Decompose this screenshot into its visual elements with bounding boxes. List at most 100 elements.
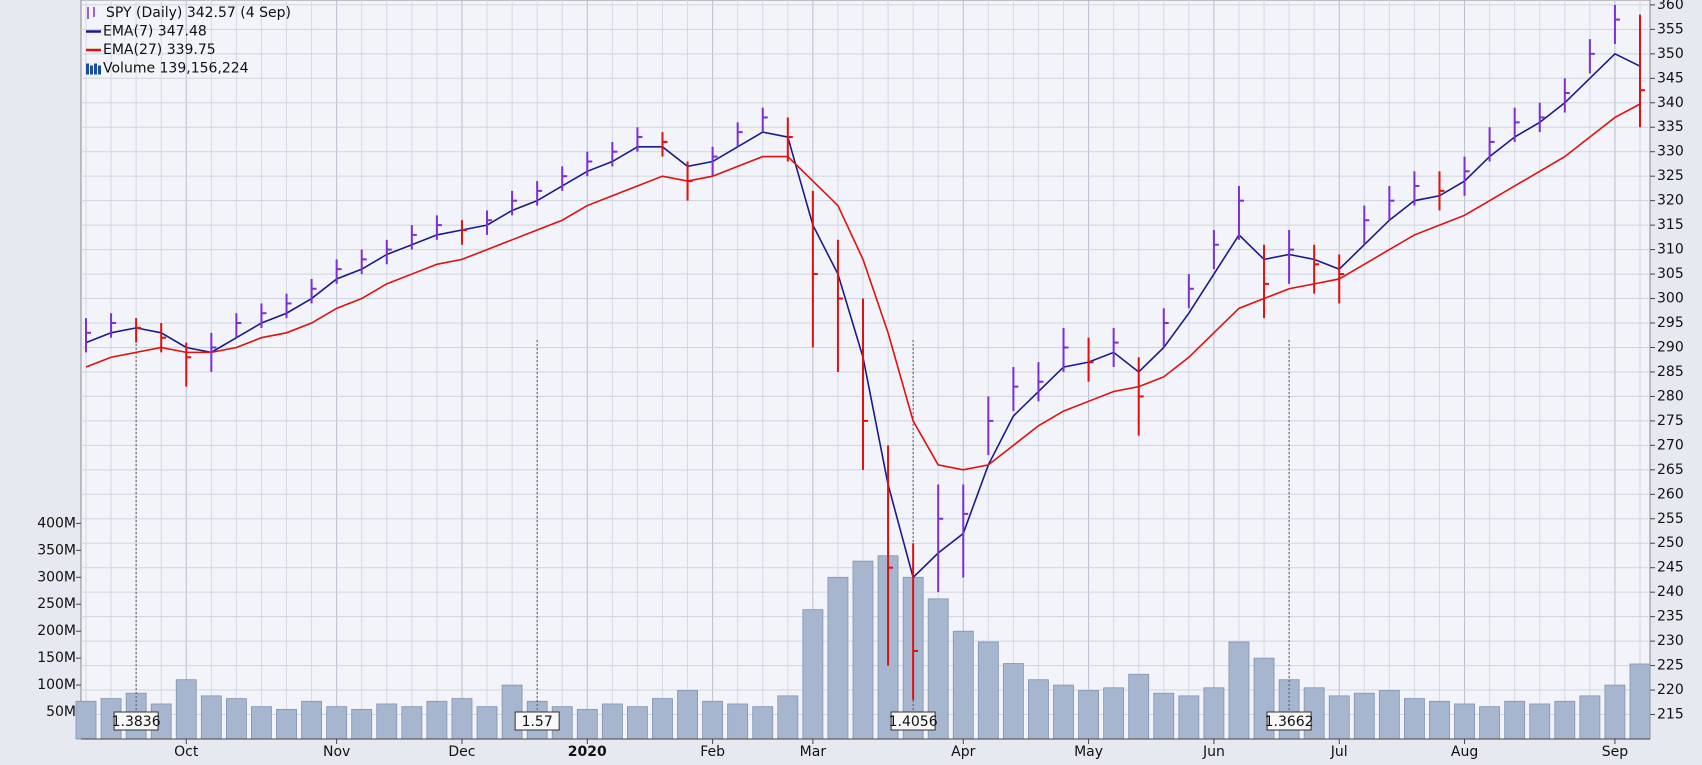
ema-line	[85, 103, 1641, 471]
volume-bar	[652, 698, 673, 740]
annotation: 1.4056	[889, 711, 938, 731]
volume-bar	[1629, 663, 1651, 740]
y-tick-label: 305	[1657, 266, 1684, 282]
volume-bar	[1028, 679, 1049, 740]
vol-tick-label: 350M	[37, 542, 76, 558]
volume-bar	[852, 560, 874, 740]
y-tick-label: 280	[1657, 388, 1684, 404]
x-tick-label: May	[1074, 744, 1103, 760]
volume-bar	[601, 703, 623, 740]
vol-tick-label: 50M	[46, 704, 76, 720]
vol-tick-label: 300M	[37, 569, 76, 585]
volume-bar	[1454, 703, 1475, 740]
volume-bar	[626, 706, 648, 740]
x-tick-label: Jun	[1202, 744, 1225, 760]
x-tick-label: Dec	[448, 744, 475, 760]
y-tick-label: 215	[1657, 707, 1684, 723]
volume-bar	[1504, 700, 1526, 740]
y-tick-label: 300	[1657, 291, 1684, 307]
volume-bar	[75, 700, 97, 740]
volume-bar	[1579, 695, 1601, 740]
y-tick-label: 225	[1657, 658, 1684, 674]
volume-bar	[326, 706, 348, 740]
annotation-box	[113, 711, 159, 731]
annotation-label: 1.3836	[112, 714, 161, 730]
legend-icon	[90, 65, 93, 75]
volume-bar	[1178, 695, 1200, 740]
volume-bar	[476, 706, 498, 740]
y-tick-label: 340	[1657, 95, 1684, 111]
annotation-box	[1266, 711, 1312, 731]
volume-bar	[301, 700, 323, 740]
volume-bar	[802, 609, 824, 740]
x-tick-label: 2020	[568, 744, 607, 760]
volume-bar	[175, 679, 197, 740]
legend-label: Volume 139,156,224	[103, 61, 249, 77]
x-tick-label: Apr	[951, 744, 975, 760]
vol-tick-label: 250M	[37, 596, 76, 612]
volume-bar	[426, 700, 448, 740]
volume-bar	[677, 690, 698, 740]
y-tick-label: 260	[1657, 486, 1684, 502]
legend-label: SPY (Daily) 342.57 (4 Sep)	[106, 5, 291, 21]
volume-bar	[1479, 706, 1501, 740]
x-tick-label: Nov	[323, 744, 350, 760]
volume-bar	[1203, 687, 1225, 740]
volume-bar	[376, 703, 398, 740]
volume-bar	[702, 700, 724, 740]
volume-bar	[200, 695, 222, 740]
annotation: 1.3836	[112, 711, 161, 731]
volume-bar	[225, 698, 247, 740]
volume-bar	[1529, 703, 1551, 740]
y-tick-label: 325	[1657, 168, 1684, 184]
volume-bar	[827, 576, 849, 740]
annotation-label: 1.4056	[889, 714, 938, 730]
vol-tick-label: 400M	[37, 515, 76, 531]
y-tick-label: 240	[1657, 584, 1684, 600]
x-tick-label: Jul	[1330, 744, 1348, 760]
legend-icon	[86, 63, 89, 75]
volume-bar	[401, 706, 423, 740]
legend-icon	[98, 65, 101, 75]
volume-bar	[752, 706, 774, 740]
volume-bar	[251, 706, 272, 740]
y-tick-label: 320	[1657, 193, 1684, 209]
x-tick-label: Feb	[700, 744, 725, 760]
volume-bar	[1078, 690, 1100, 740]
volume-bar	[977, 641, 999, 740]
volume-bar	[727, 703, 749, 740]
annotation-box	[890, 711, 936, 731]
y-tick-label: 295	[1657, 315, 1684, 331]
y-tick-label: 220	[1657, 682, 1684, 698]
y-tick-label: 245	[1657, 560, 1684, 576]
y-tick-label: 235	[1657, 609, 1684, 625]
y-tick-label: 255	[1657, 511, 1684, 527]
vol-tick-label: 150M	[37, 650, 76, 666]
y-tick-label: 265	[1657, 462, 1684, 478]
volume-bar	[1103, 687, 1125, 740]
y-tick-label: 360	[1657, 0, 1684, 13]
annotation-box	[514, 711, 560, 731]
x-tick-label: Oct	[174, 744, 199, 760]
volume-bar	[1604, 684, 1626, 740]
y-tick-label: 355	[1657, 21, 1684, 37]
volume-bar	[1353, 692, 1375, 740]
volume-bar	[777, 695, 799, 740]
volume-bar	[1554, 700, 1576, 740]
vol-tick-label: 200M	[37, 623, 76, 639]
x-tick-label: Mar	[800, 744, 827, 760]
y-tick-label: 270	[1657, 437, 1684, 453]
annotation: 1.3662	[1265, 711, 1314, 731]
volume-bar	[1153, 692, 1175, 740]
volume-bar	[1328, 695, 1350, 740]
y-tick-label: 335	[1657, 119, 1684, 135]
y-tick-label: 315	[1657, 217, 1684, 233]
y-tick-label: 350	[1657, 46, 1684, 62]
volume-bar	[1429, 700, 1450, 740]
legend-icon	[94, 63, 97, 75]
volume-bar	[1053, 684, 1074, 740]
annotation-label: 1.3662	[1265, 714, 1314, 730]
volume-bar	[576, 708, 598, 740]
